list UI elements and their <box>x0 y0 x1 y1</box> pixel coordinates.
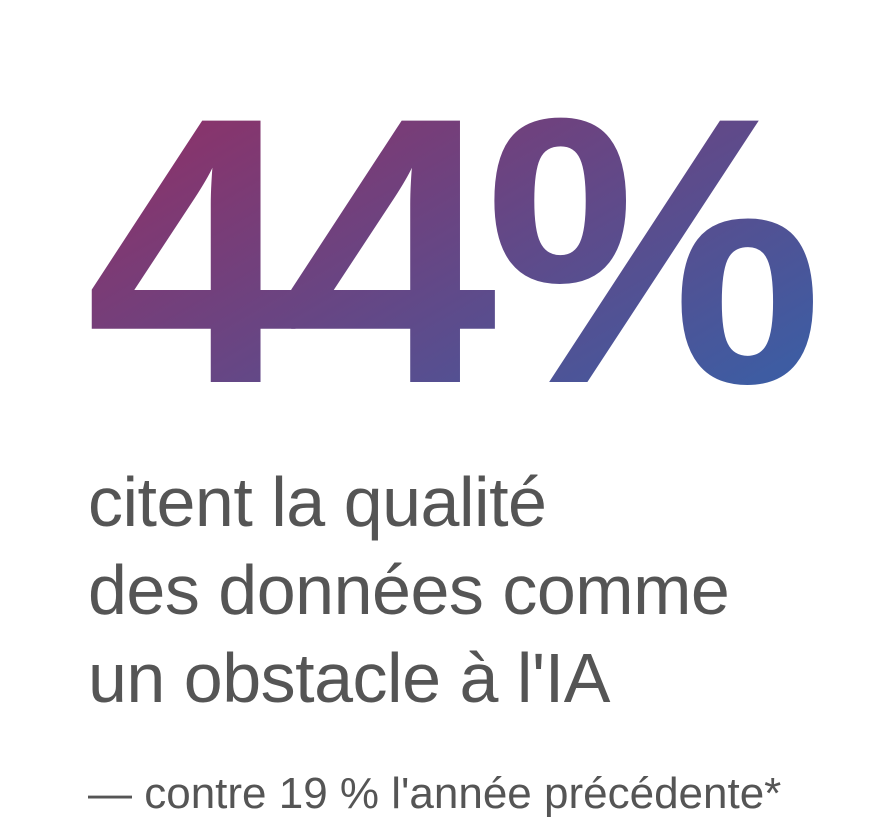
comparison-footnote: — contre 19 % l'année précédente* <box>88 769 782 818</box>
big-statistic: 44% <box>86 80 826 410</box>
description-line-1: citent la qualité <box>88 463 547 541</box>
description-line-3: un obstacle à l'IA <box>88 639 610 717</box>
description-line-2: des données comme <box>88 551 730 629</box>
statistic-value: 44% <box>86 80 818 410</box>
statistic-description: citent la qualité des données comme un o… <box>88 458 868 722</box>
